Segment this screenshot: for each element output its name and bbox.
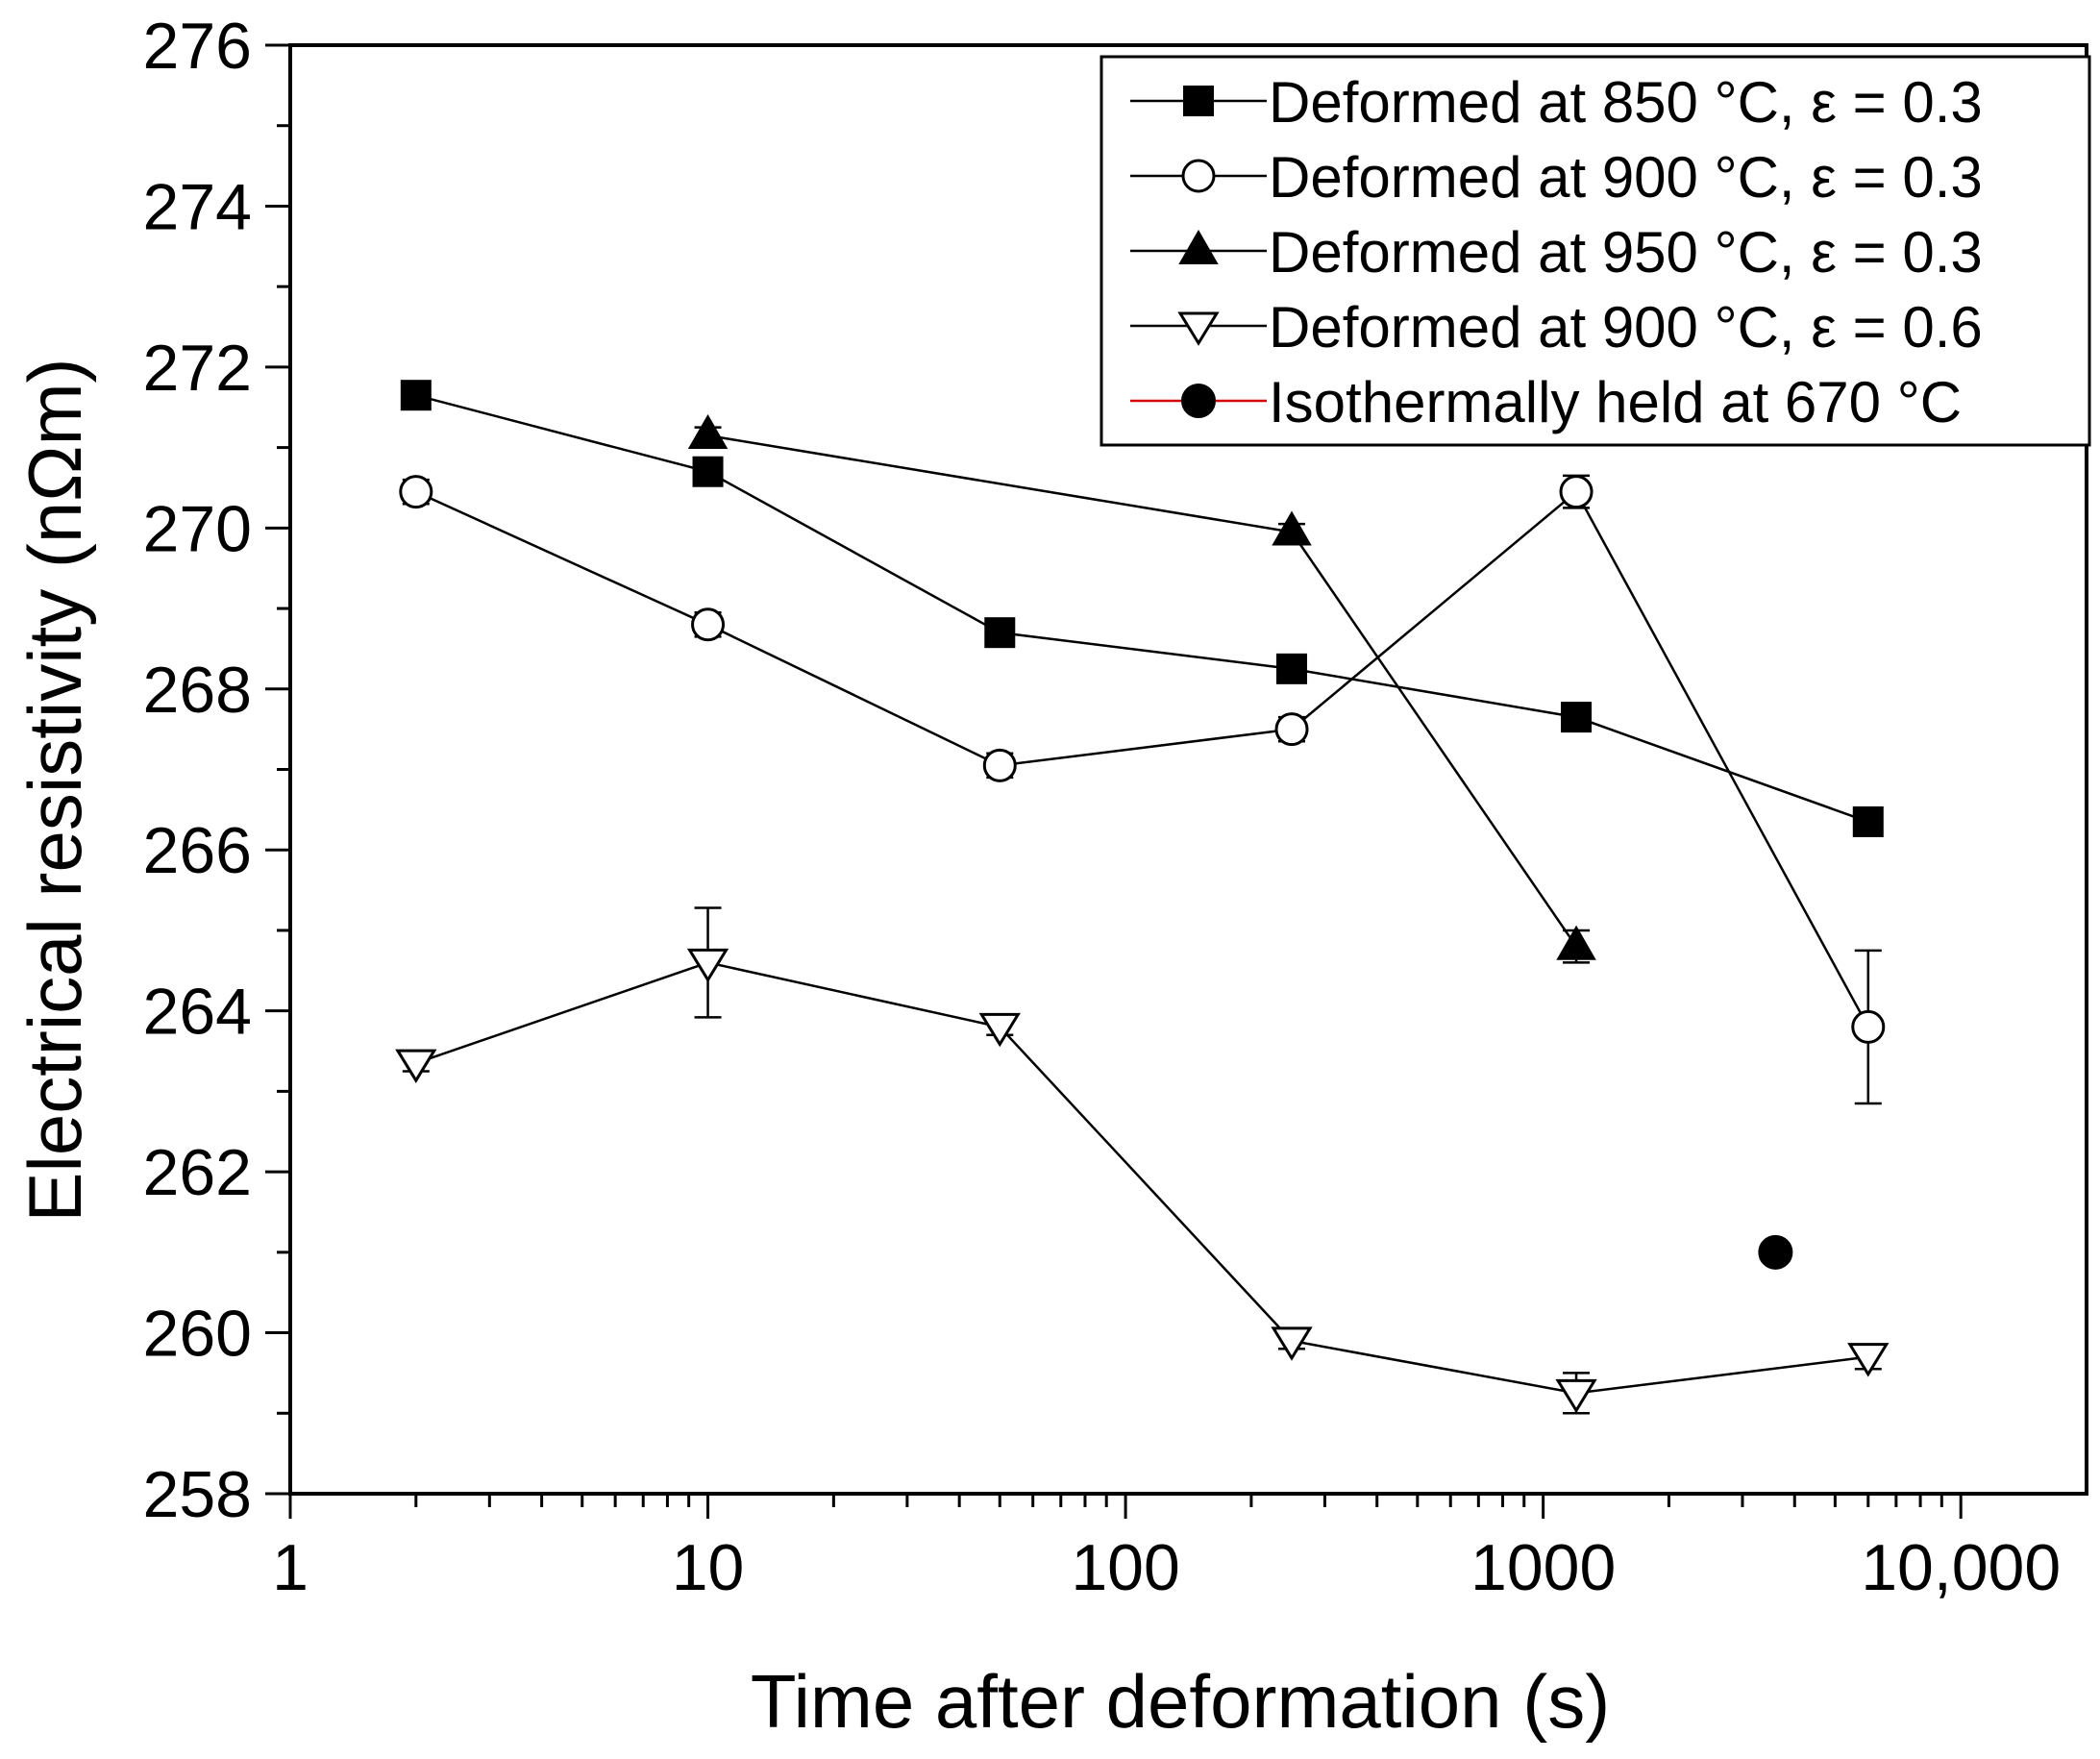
x-tick-label: 10,000 (1861, 1531, 2061, 1604)
y-axis-title: Electrical resistivity (nΩm) (12, 358, 97, 1222)
x-tick-label: 100 (1071, 1531, 1179, 1604)
y-tick-label: 262 (143, 1136, 252, 1209)
data-point (1852, 805, 1884, 837)
legend-label: Deformed at 900 °C, ε = 0.6 (1269, 295, 1983, 359)
data-point (399, 475, 433, 509)
legend-marker (1181, 159, 1216, 193)
legend-marker (1181, 384, 1216, 418)
legend-marker (1177, 311, 1220, 346)
data-point (687, 414, 729, 450)
series-line (707, 434, 1578, 948)
data-point (1561, 702, 1593, 733)
legend-marker (1178, 229, 1219, 264)
data-point (1555, 1378, 1597, 1414)
y-tick-label: 274 (143, 170, 252, 243)
data-point (984, 617, 1016, 649)
data-point (1274, 712, 1309, 747)
data-point (1851, 1009, 1886, 1044)
y-tick-label: 260 (143, 1298, 252, 1371)
data-point (395, 1049, 437, 1083)
legend-label: Isothermally held at 670 °C (1269, 370, 1962, 434)
y-tick-label: 268 (143, 654, 252, 727)
y-tick-label: 264 (143, 976, 252, 1049)
x-tick-label: 10 (672, 1531, 745, 1604)
series-line (415, 393, 1869, 824)
legend-marker (1183, 86, 1214, 116)
legend-item: Isothermally held at 670 °C (1130, 370, 1962, 434)
data-point (982, 748, 1017, 782)
data-point (1556, 925, 1596, 960)
data-point (686, 948, 729, 983)
data-point (1276, 653, 1308, 684)
data-point (400, 380, 432, 411)
series-5 (1758, 1234, 1793, 1270)
y-tick-label: 272 (143, 332, 252, 405)
series-2 (399, 474, 1886, 1105)
legend-item: Deformed at 950 °C, ε = 0.3 (1130, 220, 1983, 285)
data-point (1758, 1234, 1793, 1270)
x-tick-label: 1 (272, 1531, 309, 1604)
series-4 (395, 906, 1890, 1415)
series-line (415, 961, 1868, 1395)
series-line (415, 489, 1869, 1028)
legend-item: Deformed at 900 °C, ε = 0.3 (1130, 145, 1983, 210)
legend-item: Deformed at 850 °C, ε = 0.3 (1130, 70, 1983, 135)
y-tick-label: 266 (143, 814, 252, 887)
data-point (1847, 1343, 1890, 1377)
legend-item: Deformed at 900 °C, ε = 0.6 (1130, 295, 1983, 359)
y-tick-label: 270 (143, 492, 252, 565)
legend-label: Deformed at 950 °C, ε = 0.3 (1269, 220, 1983, 285)
series-1 (400, 380, 1884, 837)
data-point (691, 607, 726, 642)
data-point (1271, 1326, 1313, 1361)
legend-label: Deformed at 850 °C, ε = 0.3 (1269, 70, 1983, 135)
y-tick-label: 258 (143, 1458, 252, 1531)
legend-label: Deformed at 900 °C, ε = 0.3 (1269, 145, 1983, 210)
x-tick-label: 1000 (1470, 1531, 1616, 1604)
series-3 (687, 414, 1596, 964)
y-tick-label: 276 (143, 10, 252, 83)
data-point (1272, 510, 1312, 546)
data-point (1559, 475, 1594, 509)
x-axis-title: Time after deformation (s) (751, 1659, 1610, 1744)
data-point (692, 456, 724, 487)
data-point (978, 1012, 1021, 1048)
